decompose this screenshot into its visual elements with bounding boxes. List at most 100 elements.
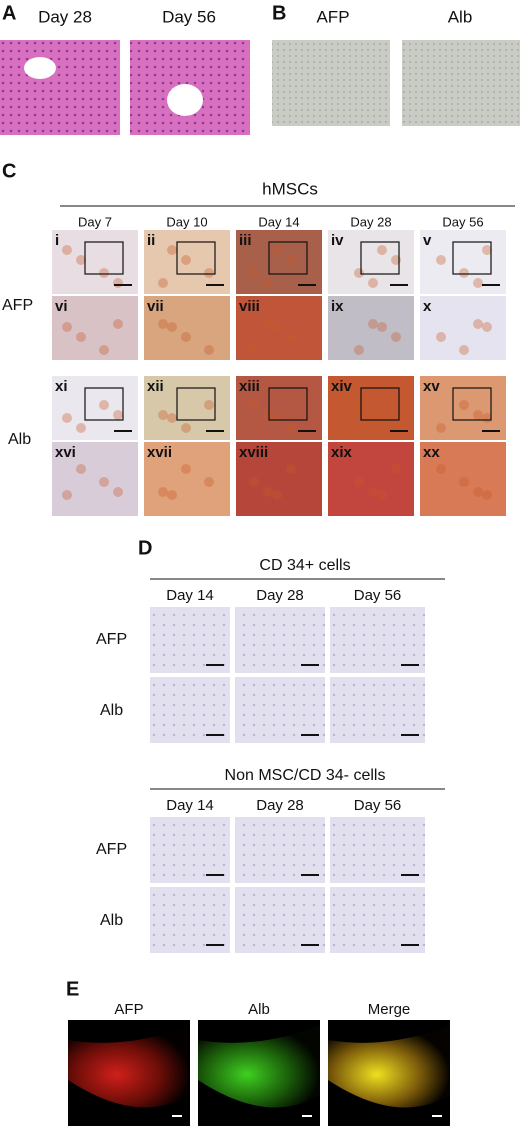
tile-label: ii: [147, 232, 155, 249]
cell: [436, 332, 446, 342]
cell: [482, 490, 492, 500]
signal: [198, 1025, 320, 1108]
column-header: Day 56: [162, 7, 216, 26]
micrograph: [235, 887, 325, 953]
micrograph: [330, 607, 425, 673]
column-header: AFP: [316, 7, 349, 26]
cell: [391, 464, 401, 474]
micrograph: [236, 230, 322, 294]
cell: [459, 400, 469, 410]
cell: [99, 268, 109, 278]
micrograph: [272, 40, 390, 126]
micrograph: [328, 376, 414, 440]
column-header: Alb: [248, 1001, 270, 1018]
cell: [436, 464, 446, 474]
cell: [354, 477, 364, 487]
column-header: Day 14: [166, 797, 214, 814]
panel-label: E: [66, 978, 79, 1000]
column-header: Day 56: [442, 214, 483, 229]
cell: [204, 477, 214, 487]
micrograph: [144, 296, 230, 360]
micrograph: [328, 230, 414, 294]
cell: [99, 477, 109, 487]
inset-box: [360, 387, 400, 421]
micrograph: [144, 442, 230, 516]
cell: [113, 487, 123, 497]
cell: [167, 245, 177, 255]
micrograph: [52, 296, 138, 360]
tile-label: x: [423, 298, 432, 315]
inset-box: [84, 241, 124, 275]
cell: [249, 345, 259, 355]
cell: [204, 268, 214, 278]
cell: [263, 410, 273, 420]
tile-label: iv: [331, 232, 344, 249]
signal: [328, 1025, 450, 1108]
cell: [113, 278, 123, 288]
micrograph: [0, 40, 120, 135]
micrograph: [420, 230, 506, 294]
cell: [263, 278, 273, 288]
column-header: Day 28: [256, 587, 304, 604]
panel-label: B: [272, 2, 286, 24]
cell: [436, 255, 446, 265]
column-header: Day 10: [166, 214, 207, 229]
micrograph: [52, 376, 138, 440]
cell: [76, 464, 86, 474]
micrograph: [330, 817, 425, 883]
cell: [473, 487, 483, 497]
micrograph: [420, 296, 506, 360]
cell: [377, 413, 387, 423]
micrograph: [236, 376, 322, 440]
cell: [368, 278, 378, 288]
cell: [436, 423, 446, 433]
cell: [76, 332, 86, 342]
micrograph: [330, 677, 425, 743]
micrograph: [150, 817, 230, 883]
cell: [76, 255, 86, 265]
tile-label: vi: [55, 298, 68, 315]
micrograph: [236, 442, 322, 516]
row-label: Alb: [8, 431, 31, 448]
cell: [286, 464, 296, 474]
cell: [113, 319, 123, 329]
micrograph: [150, 607, 230, 673]
column-header: Day 28: [38, 7, 92, 26]
cell: [368, 319, 378, 329]
cell: [99, 345, 109, 355]
column-header: Day 28: [350, 214, 391, 229]
inset-box: [268, 241, 308, 275]
column-header: Day 56: [354, 797, 402, 814]
cell: [181, 423, 191, 433]
cell: [158, 319, 168, 329]
cell: [272, 322, 282, 332]
cell: [249, 268, 259, 278]
inset-box: [176, 241, 216, 275]
cell: [204, 345, 214, 355]
tile-label: xiv: [331, 378, 353, 395]
cell: [368, 410, 378, 420]
row-label: AFP: [96, 631, 127, 648]
cell: [158, 487, 168, 497]
inset-box: [452, 241, 492, 275]
inset-box: [84, 387, 124, 421]
cell: [459, 345, 469, 355]
cell: [181, 332, 191, 342]
tile-label: i: [55, 232, 59, 249]
cell: [249, 477, 259, 487]
vessel: [24, 57, 56, 79]
micrograph: [52, 442, 138, 516]
cell: [167, 322, 177, 332]
column-header: Merge: [368, 1001, 411, 1018]
cell: [62, 490, 72, 500]
column-header: Day 14: [258, 214, 299, 229]
inset-box: [360, 241, 400, 275]
panel-label: A: [2, 2, 16, 24]
micrograph: [330, 887, 425, 953]
micrograph: [235, 817, 325, 883]
cell: [377, 322, 387, 332]
micrograph: [235, 607, 325, 673]
cell: [181, 464, 191, 474]
cell: [354, 400, 364, 410]
